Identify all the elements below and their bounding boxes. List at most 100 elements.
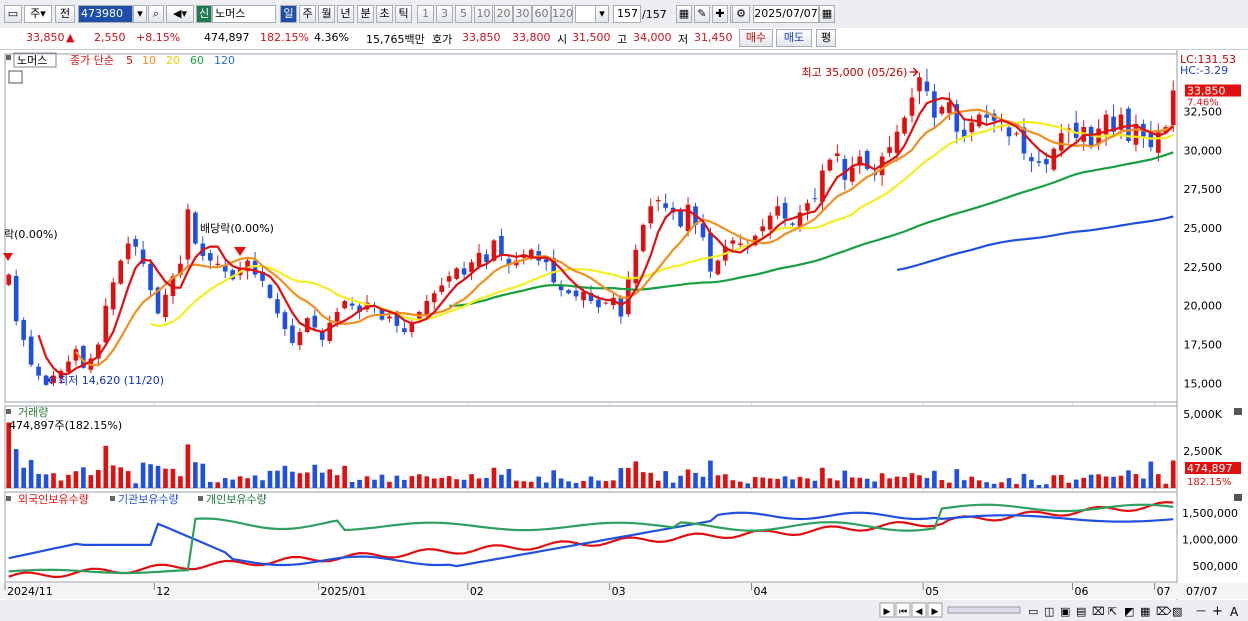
prev-button[interactable]: 전 (55, 5, 75, 23)
nav-button[interactable] (895, 602, 911, 618)
code-input[interactable]: 473980 (78, 5, 133, 23)
candle-body (290, 325, 295, 343)
candle-body (708, 232, 713, 272)
settings-icon[interactable]: ⚙ (732, 5, 750, 23)
volume-bar (402, 479, 407, 488)
volume-bar (521, 481, 527, 488)
calendar-icon[interactable]: ▦ (819, 5, 835, 23)
volume-bar (670, 482, 676, 488)
volume-bar (193, 462, 198, 488)
volume-last-box (1185, 462, 1241, 474)
volume-bar (476, 478, 482, 488)
volume-bar (1006, 478, 1012, 488)
low-price: 31,450 (694, 31, 733, 44)
num-1[interactable]: 1 (417, 5, 434, 23)
dividend-annotation-2: 락(0.00%) (4, 228, 58, 241)
volume-bar (230, 479, 235, 488)
draw-icon[interactable]: ✎ (694, 5, 710, 23)
candle-body (357, 305, 362, 312)
volume-bar (88, 475, 94, 488)
volume-bar (170, 468, 176, 488)
nav-button[interactable] (879, 602, 895, 618)
volume-bar (1036, 484, 1042, 488)
x-axis-label: 07 (1157, 585, 1171, 598)
price-tick-label: 32,500 (1184, 105, 1223, 118)
volume-bar (723, 474, 728, 488)
period-tick[interactable]: 틱 (395, 5, 412, 23)
candle-body (543, 259, 549, 263)
grid-icon[interactable]: ▦ (676, 5, 692, 23)
volume-bar (327, 469, 333, 488)
num-120[interactable]: 120 (551, 5, 573, 23)
candle-body (1021, 127, 1027, 154)
num-5[interactable]: 5 (455, 5, 472, 23)
volume-bar (394, 475, 400, 488)
num-3[interactable]: 3 (436, 5, 453, 23)
holding-tick-label: 500,000 (1193, 560, 1239, 573)
period-month[interactable]: 월 (318, 5, 335, 23)
candle-body (827, 159, 833, 171)
candle-body (163, 294, 168, 318)
volume-bar (312, 464, 318, 488)
period-year[interactable]: 년 (337, 5, 354, 23)
volume-bar (252, 475, 258, 488)
period-second[interactable]: 초 (376, 5, 393, 23)
price-tick-label: 22,500 (1184, 261, 1223, 274)
code-dropdown-icon[interactable]: ▾ (133, 5, 147, 23)
volume-bar (767, 478, 773, 488)
candle-body (469, 262, 474, 272)
period-minute[interactable]: 분 (357, 5, 374, 23)
speaker-icon[interactable]: ◀▾ (166, 5, 194, 23)
turnover: 4.36% (314, 31, 349, 44)
nav-button[interactable] (927, 602, 943, 618)
market-select[interactable]: 주▾ (24, 5, 52, 23)
volume-bar (917, 475, 922, 488)
sell-button[interactable]: 매도 (776, 29, 812, 47)
search-icon[interactable]: ⌕ (148, 5, 164, 23)
window-menu-icon[interactable]: ▭ (4, 5, 22, 23)
candle-body (73, 349, 79, 361)
candle-body (424, 301, 430, 316)
volume-bar (484, 477, 489, 488)
flat-button[interactable]: 평 (816, 29, 836, 47)
x-axis-label: 12 (156, 585, 170, 598)
period-day[interactable]: 일 (280, 5, 297, 23)
candle-body (81, 345, 86, 368)
nav-button[interactable] (911, 602, 927, 618)
candle-body (245, 260, 250, 272)
candle-body (932, 91, 937, 118)
institution-holding-line (8, 511, 1174, 568)
crosshair-icon[interactable]: ✚ (712, 5, 728, 23)
num-30[interactable]: 30 (513, 5, 532, 23)
volume-note: 474,897주(182.15%) (9, 419, 122, 432)
candle-body (66, 361, 71, 372)
candle-body (1088, 127, 1094, 148)
count-input[interactable]: 157 (613, 5, 641, 23)
volume-bar (73, 471, 79, 488)
period-week[interactable]: 주 (299, 5, 316, 23)
candle-body (110, 282, 116, 310)
volume-bar (424, 476, 430, 488)
num-20[interactable]: 20 (494, 5, 513, 23)
period-combo-dropdown-icon[interactable]: ▾ (595, 5, 609, 23)
candle-body (51, 375, 56, 384)
scroll-track[interactable] (947, 606, 1021, 614)
num-60[interactable]: 60 (532, 5, 551, 23)
volume-bar (558, 478, 564, 488)
foreign-holding-line (8, 500, 1174, 579)
open-label: 시 (557, 33, 568, 46)
volume-bar (961, 480, 967, 488)
candle-body (611, 297, 616, 306)
num-10[interactable]: 10 (474, 5, 493, 23)
candle-body (678, 209, 683, 227)
buy-button[interactable]: 매수 (739, 29, 773, 47)
volume-bar (290, 471, 295, 488)
volume-bar (752, 477, 758, 488)
ma5-line (37, 96, 1175, 376)
nav-button-label: ⏮ (899, 607, 907, 617)
date-input[interactable]: 2025/07/07 (753, 5, 819, 23)
candle-body (446, 276, 452, 282)
legend-stock-name: 노머스 (17, 54, 47, 67)
legend-ma-120: 120 (214, 54, 235, 67)
change: 2,550 (94, 31, 126, 44)
